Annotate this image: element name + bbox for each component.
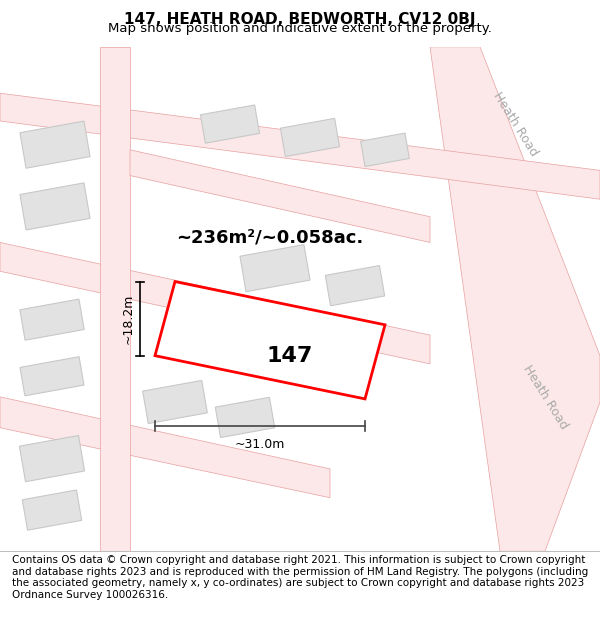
Polygon shape (20, 121, 90, 168)
Polygon shape (280, 118, 340, 157)
Polygon shape (361, 133, 409, 166)
Polygon shape (0, 397, 330, 498)
Polygon shape (240, 244, 310, 292)
Text: ~31.0m: ~31.0m (235, 438, 285, 451)
Text: 147: 147 (267, 346, 313, 366)
Text: ~236m²/~0.058ac.: ~236m²/~0.058ac. (176, 228, 364, 246)
Text: ~18.2m: ~18.2m (121, 293, 134, 344)
Text: Contains OS data © Crown copyright and database right 2021. This information is : Contains OS data © Crown copyright and d… (12, 555, 588, 600)
Polygon shape (0, 242, 430, 364)
Polygon shape (22, 490, 82, 530)
Polygon shape (20, 299, 84, 340)
Polygon shape (325, 266, 385, 306)
Polygon shape (430, 47, 600, 551)
Polygon shape (19, 436, 85, 482)
Polygon shape (20, 183, 90, 230)
Polygon shape (0, 93, 600, 199)
Polygon shape (143, 381, 208, 424)
Polygon shape (100, 47, 130, 551)
Text: Heath Road: Heath Road (490, 89, 540, 159)
Polygon shape (20, 357, 84, 396)
Text: 147, HEATH ROAD, BEDWORTH, CV12 0BJ: 147, HEATH ROAD, BEDWORTH, CV12 0BJ (124, 12, 476, 27)
Text: Heath Road: Heath Road (520, 362, 570, 431)
Polygon shape (215, 398, 275, 437)
Polygon shape (200, 105, 260, 143)
Text: Map shows position and indicative extent of the property.: Map shows position and indicative extent… (108, 22, 492, 35)
Polygon shape (130, 150, 430, 242)
Polygon shape (155, 282, 385, 399)
